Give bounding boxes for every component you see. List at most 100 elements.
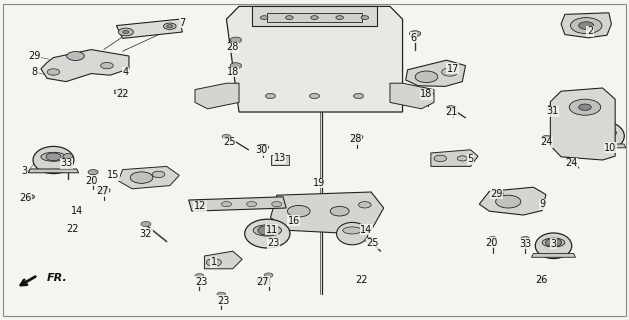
Text: 24: 24 (565, 158, 577, 168)
Text: 23: 23 (217, 296, 230, 306)
Circle shape (46, 153, 61, 161)
Circle shape (542, 135, 551, 140)
Circle shape (257, 144, 269, 150)
Circle shape (167, 25, 173, 28)
Circle shape (457, 156, 467, 161)
Circle shape (359, 202, 371, 208)
Circle shape (257, 278, 269, 284)
Polygon shape (479, 187, 546, 215)
Circle shape (258, 226, 277, 235)
Text: 16: 16 (287, 216, 300, 226)
Ellipse shape (41, 152, 66, 161)
Circle shape (260, 16, 268, 20)
Polygon shape (41, 50, 129, 82)
Text: 21: 21 (445, 107, 458, 117)
Ellipse shape (535, 233, 572, 259)
Circle shape (286, 16, 293, 20)
Text: 12: 12 (194, 201, 206, 212)
Circle shape (230, 63, 242, 68)
Polygon shape (390, 83, 434, 109)
Circle shape (97, 187, 110, 194)
Circle shape (88, 170, 98, 175)
Polygon shape (532, 253, 576, 257)
Polygon shape (582, 144, 626, 148)
Circle shape (47, 69, 60, 75)
Text: 17: 17 (447, 64, 459, 74)
Circle shape (336, 16, 343, 20)
Text: 28: 28 (349, 134, 362, 144)
Text: 33: 33 (519, 239, 532, 249)
Text: 31: 31 (546, 106, 559, 116)
Polygon shape (226, 6, 403, 112)
Circle shape (230, 37, 242, 43)
Circle shape (247, 202, 257, 207)
Polygon shape (270, 192, 384, 234)
Circle shape (488, 236, 497, 241)
Circle shape (222, 134, 231, 139)
Circle shape (195, 274, 204, 278)
Text: 25: 25 (366, 238, 379, 248)
Bar (271, 155, 289, 165)
Text: 7: 7 (179, 18, 186, 28)
Polygon shape (116, 19, 182, 38)
Text: 26: 26 (535, 275, 547, 285)
Circle shape (272, 202, 282, 207)
Circle shape (152, 171, 165, 178)
Circle shape (265, 93, 276, 99)
Text: 5: 5 (467, 154, 474, 164)
Ellipse shape (584, 122, 624, 150)
Text: 20: 20 (486, 237, 498, 248)
Bar (267, 13, 362, 22)
Ellipse shape (591, 128, 616, 138)
Text: 3: 3 (550, 239, 557, 249)
Text: 22: 22 (116, 89, 129, 100)
Text: 14: 14 (360, 225, 372, 235)
Text: 22: 22 (355, 275, 368, 285)
Circle shape (571, 18, 602, 34)
Circle shape (566, 156, 575, 161)
Ellipse shape (538, 278, 547, 282)
Text: 1: 1 (211, 257, 217, 268)
Text: 30: 30 (255, 145, 267, 156)
Text: FR.: FR. (47, 273, 68, 284)
Ellipse shape (253, 225, 281, 236)
Polygon shape (195, 83, 239, 109)
Text: 10: 10 (604, 143, 616, 153)
Circle shape (264, 273, 273, 277)
Circle shape (141, 221, 151, 227)
Circle shape (311, 16, 318, 20)
Text: 9: 9 (539, 199, 545, 209)
Text: 8: 8 (31, 67, 38, 77)
Circle shape (545, 238, 562, 247)
Ellipse shape (542, 238, 565, 247)
Circle shape (569, 99, 601, 115)
Polygon shape (28, 169, 79, 173)
Text: 24: 24 (540, 137, 552, 148)
Text: 13: 13 (274, 153, 286, 164)
Circle shape (579, 22, 594, 29)
Ellipse shape (494, 191, 503, 196)
Circle shape (130, 172, 153, 183)
Circle shape (434, 155, 447, 162)
Text: 3: 3 (21, 166, 27, 176)
Circle shape (101, 62, 113, 69)
Circle shape (330, 206, 349, 216)
Circle shape (415, 71, 438, 83)
Text: 33: 33 (60, 158, 72, 168)
Text: 27: 27 (257, 276, 269, 287)
Text: 18: 18 (226, 67, 239, 77)
Text: 6: 6 (411, 33, 417, 43)
Text: 15: 15 (107, 170, 120, 180)
Circle shape (164, 23, 176, 29)
Text: 11: 11 (265, 225, 278, 235)
Circle shape (409, 31, 421, 36)
Polygon shape (252, 6, 377, 26)
Text: 4: 4 (123, 67, 129, 77)
Circle shape (579, 104, 591, 110)
Text: 26: 26 (19, 193, 31, 204)
Polygon shape (406, 60, 465, 86)
Polygon shape (550, 88, 615, 160)
Text: 14: 14 (71, 206, 84, 216)
Text: 20: 20 (85, 176, 97, 186)
Ellipse shape (343, 227, 362, 234)
